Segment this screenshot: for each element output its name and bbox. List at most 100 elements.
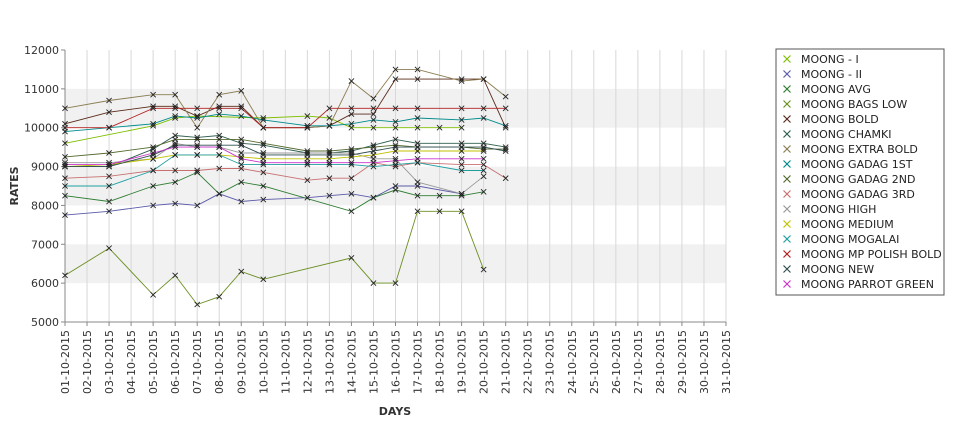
data-point-marker (348, 161, 355, 168)
legend-marker (783, 160, 791, 168)
data-point-marker (150, 120, 157, 127)
data-point-marker (370, 105, 377, 112)
data-point-marker (326, 192, 333, 199)
x-tick-label: 24-10-2015 (566, 330, 579, 394)
data-point-marker (392, 157, 399, 164)
legend-marker (783, 130, 791, 138)
data-point-marker (370, 117, 377, 123)
y-tick-label: 9000 (31, 161, 59, 174)
data-point-marker (62, 192, 68, 199)
data-point-marker (238, 268, 245, 275)
data-point-marker (150, 122, 157, 129)
legend-marker (783, 70, 791, 78)
x-tick-label: 13-10-2015 (323, 330, 336, 394)
data-point-marker (238, 142, 245, 149)
data-point-marker (480, 266, 487, 273)
data-point-marker (304, 150, 311, 156)
legend-entry-label: MOONG GADAG 3RD (801, 188, 915, 201)
legend-entry-label: MOONG HIGH (801, 203, 876, 216)
data-point-marker (480, 161, 487, 168)
x-tick-label: 27-10-2015 (632, 330, 645, 394)
legend-entry-label: MOONG PARROT GREEN (801, 278, 934, 291)
x-tick-label: 30-10-2015 (698, 330, 711, 394)
data-point-marker (238, 153, 245, 160)
data-point-marker (480, 188, 487, 195)
data-point-marker (458, 167, 465, 174)
x-tick-label: 25-10-2015 (588, 330, 601, 394)
data-point-marker (194, 115, 201, 121)
legend-marker (783, 280, 791, 288)
data-point-marker (370, 142, 377, 149)
data-point-marker (480, 105, 487, 112)
data-point-marker (414, 155, 421, 162)
data-point-marker (370, 159, 377, 166)
x-tick-label: 22-10-2015 (522, 330, 535, 394)
data-point-marker (172, 151, 179, 158)
data-point-marker (62, 272, 68, 279)
x-tick-label: 17-10-2015 (412, 330, 425, 394)
data-point-marker (480, 173, 487, 180)
legend-marker (783, 265, 791, 273)
data-point-marker (348, 208, 355, 215)
legend-marker (783, 235, 791, 243)
y-tick-labels: 5000 6000 7000 8000 9000 10000 11000 12000 (24, 44, 65, 329)
data-point-marker (414, 124, 421, 131)
data-point-marker (348, 254, 355, 261)
legend-marker (783, 115, 791, 123)
x-tick-label: 18-10-2015 (434, 330, 447, 394)
data-point-marker (106, 109, 112, 116)
data-point-marker (260, 117, 267, 123)
x-tick-label: 14-10-2015 (345, 330, 358, 394)
data-point-marker (216, 111, 223, 118)
data-point-marker (172, 113, 179, 119)
data-point-marker (106, 124, 112, 131)
data-point-marker (458, 144, 465, 151)
data-point-marker (172, 105, 179, 112)
series-line (64, 150, 484, 168)
data-point-marker (348, 175, 355, 182)
data-point-marker (172, 142, 179, 149)
data-point-marker (238, 136, 245, 143)
x-tick-label: 26-10-2015 (610, 330, 623, 394)
data-point-marker (480, 146, 487, 153)
data-point-marker (238, 103, 245, 110)
legend-marker (783, 145, 791, 153)
x-tick-label: 12-10-2015 (301, 330, 314, 394)
data-point-marker (106, 245, 112, 252)
data-point-marker (458, 105, 465, 112)
data-point-marker (392, 136, 399, 143)
data-point-marker (216, 105, 223, 112)
data-point-marker (172, 91, 179, 98)
data-point-marker (392, 144, 399, 151)
data-point-marker (238, 155, 245, 162)
data-point-marker (436, 192, 443, 199)
data-point-marker (414, 144, 421, 151)
legend-marker (783, 85, 791, 93)
data-point-marker (370, 95, 377, 102)
data-point-marker (458, 76, 465, 83)
data-point-marker (150, 91, 157, 98)
data-point-marker (502, 148, 509, 154)
data-point-marker (414, 179, 421, 186)
data-point-marker (458, 208, 465, 215)
data-point-marker (216, 91, 223, 98)
data-point-marker (304, 113, 311, 119)
data-point-marker (304, 177, 311, 184)
data-point-marker (260, 161, 267, 168)
x-tick-labels: 01-10-2015 02-10-2015 03-10-2015 04-10-2015… (59, 322, 733, 394)
data-point-marker (458, 192, 465, 199)
legend-marker (783, 250, 791, 258)
data-point-marker (326, 159, 333, 166)
data-point-marker (106, 173, 112, 180)
data-point-marker (172, 272, 179, 279)
x-tick-label: 01-10-2015 (59, 330, 72, 394)
data-point-marker (216, 136, 223, 143)
data-point-marker (150, 183, 157, 189)
data-point-marker (414, 192, 421, 199)
data-point-marker (150, 144, 157, 151)
data-point-marker (304, 194, 311, 201)
y-tick-label: 8000 (31, 199, 59, 212)
data-point-marker (326, 175, 333, 182)
data-point-marker (194, 151, 201, 158)
